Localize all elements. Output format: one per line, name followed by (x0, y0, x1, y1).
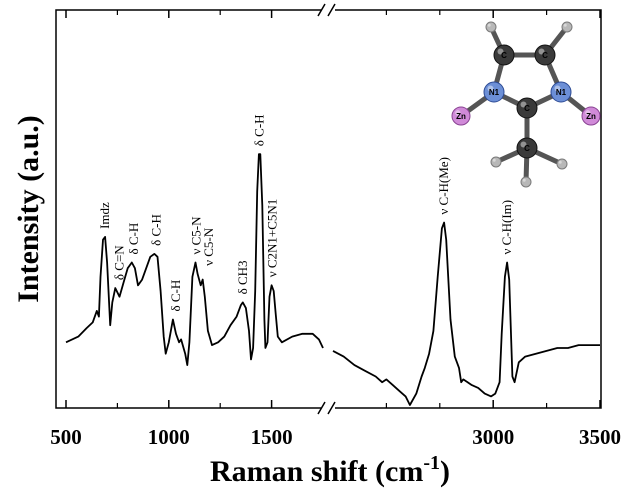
atom-highlight (455, 110, 461, 116)
break-gap (321, 404, 335, 412)
peak-annotation-label: δ C-H (251, 114, 266, 146)
plot-area-frame (55, 9, 602, 409)
x-axis-ticks (65, 10, 601, 408)
atom-highlight (585, 110, 591, 116)
atom-highlight (487, 23, 491, 27)
atom-carbon (516, 97, 538, 119)
atom-label: Zn (456, 112, 466, 121)
x-tick-label: 500 (50, 425, 82, 449)
atom-label: C (501, 51, 507, 60)
y-axis-title: Intensity (a.u.) (12, 115, 45, 303)
peak-annotation-label: ν C5-N (189, 216, 204, 255)
atom-hydrogen (490, 156, 502, 168)
atom-highlight (558, 160, 562, 164)
x-tick-label: 1000 (148, 425, 190, 449)
atom-label: C (524, 104, 530, 113)
peak-annotation-label: ν C-H(Me) (436, 157, 451, 215)
peak-annotation-label: δ C-H (149, 214, 164, 246)
atom-hydrogen (485, 21, 497, 33)
x-axis-title: Raman shift (cm-1) (210, 452, 450, 488)
atom-label: N1 (489, 88, 500, 97)
x-tick-label: 3000 (472, 425, 514, 449)
atom-highlight (520, 101, 527, 108)
atom-highlight (522, 178, 526, 182)
atom-carbon (516, 137, 538, 159)
x-axis-title-sup: -1 (423, 452, 440, 474)
atom-highlight (538, 48, 545, 55)
break-gap (321, 6, 335, 14)
atom-highlight (520, 141, 527, 148)
atom-label: C (524, 144, 530, 153)
atom-carbon (534, 44, 556, 66)
peak-annotation-label: δ C=N (112, 245, 127, 280)
break-slash (327, 3, 336, 17)
x-axis-title-close: ) (440, 455, 450, 488)
atom-label: Zn (586, 112, 596, 121)
peak-annotation-label: δ CH3 (235, 260, 250, 294)
atom-carbon (493, 44, 515, 66)
peak-annotation-label: ν C5-N (201, 227, 216, 266)
axis-break-marks (317, 3, 336, 415)
x-tick-label: 3500 (579, 425, 621, 449)
atom-hydrogen (561, 21, 573, 33)
x-axis-title-main: Raman shift (cm (210, 455, 423, 488)
break-slash (327, 401, 336, 415)
atom-nitrogen (483, 81, 505, 103)
atom-highlight (487, 85, 494, 92)
break-slash (317, 3, 326, 17)
atom-zinc (581, 106, 601, 126)
atom-nitrogen (550, 81, 572, 103)
peak-annotation-label: ν C-H(Im) (499, 200, 514, 255)
peak-annotation-label: δ C-H (126, 223, 141, 255)
break-slash (317, 401, 326, 415)
spectrum-line (332, 221, 600, 406)
atom-highlight (554, 85, 561, 92)
atom-zinc (451, 106, 471, 126)
atom-hydrogen (520, 176, 532, 188)
spectrum-series (65, 153, 600, 406)
atom-highlight (492, 158, 496, 162)
x-axis-tick-labels: 500 1000 1500 3000 3500 (50, 425, 621, 449)
spectrum-line (65, 153, 324, 366)
peak-annotation-label: Imdz (97, 202, 112, 229)
atom-label: N1 (556, 88, 567, 97)
atom-label: C (542, 51, 548, 60)
peak-annotation-label: δ C-H (168, 280, 183, 312)
zif-molecule-inset: C C N1 N1 C Zn Zn C (451, 21, 601, 188)
atom-highlight (497, 48, 504, 55)
x-tick-label: 1500 (251, 425, 293, 449)
atom-highlight (563, 23, 567, 27)
atom-hydrogen (556, 158, 568, 170)
peak-annotation-label: ν C2N1+C5N1 (265, 199, 280, 278)
